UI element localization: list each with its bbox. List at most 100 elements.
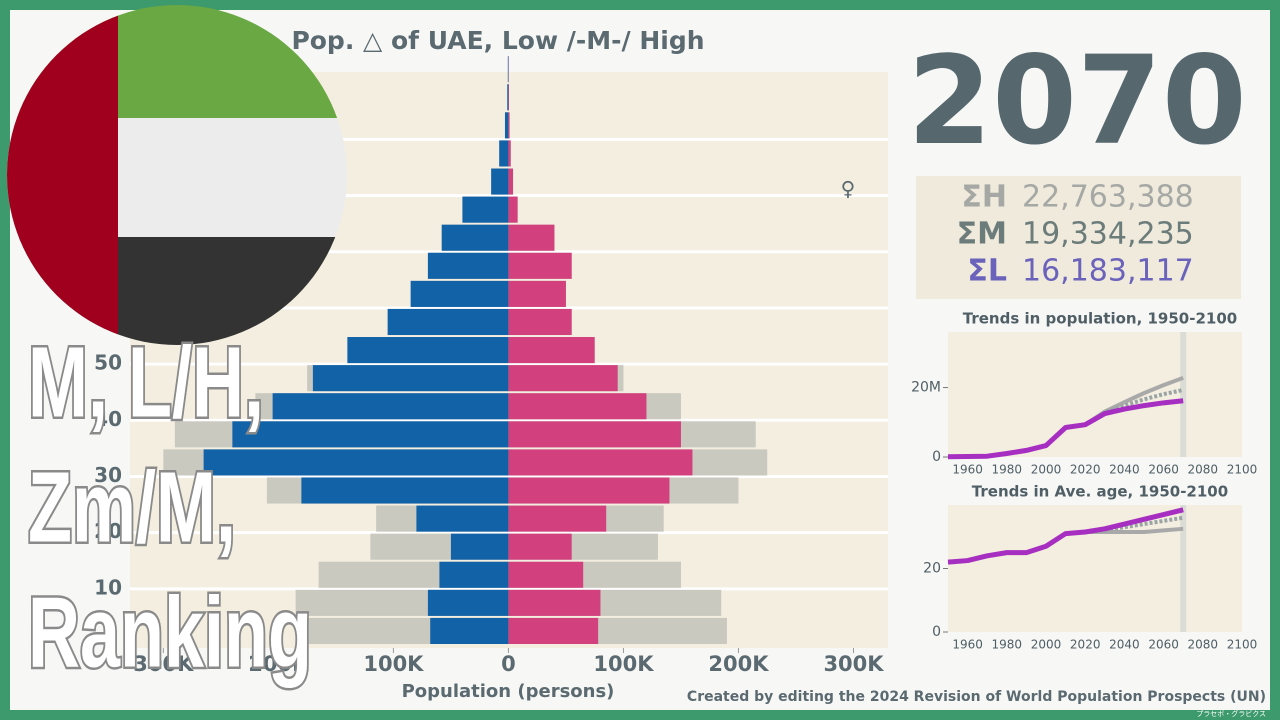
totals-box (916, 176, 1241, 299)
x-tick-label: 2100 (1227, 463, 1258, 477)
total-label: ΣH (961, 180, 1007, 215)
x-tick-label: 1960 (952, 463, 983, 477)
y-tick-label: 20 (94, 519, 122, 543)
bar (312, 365, 509, 392)
bar (439, 561, 509, 588)
x-tick-label: 2060 (1148, 463, 1179, 477)
x-tick-label: 300K (823, 652, 884, 676)
total-label: ΣL (967, 254, 1007, 289)
totals: ΣH 22,763,388 ΣM 19,334,235 ΣL 16,183,117 (957, 180, 1194, 289)
x-tick-label: 300K (133, 652, 194, 676)
bar (508, 252, 572, 279)
bar (347, 337, 509, 364)
x-tick-label: 100K (363, 652, 424, 676)
chart-title: Trends in Ave. age, 1950-2100 (972, 483, 1228, 501)
x-tick-label: 2060 (1148, 638, 1179, 652)
x-tick-label: 1980 (992, 638, 1023, 652)
x-tick-label: 2000 (1031, 463, 1062, 477)
bar (508, 224, 555, 251)
y-tick-label: 50 (94, 351, 122, 375)
x-tick-label: 200K (248, 652, 309, 676)
chart-title: Trends in population, 1950-2100 (963, 310, 1237, 328)
bar (387, 308, 509, 336)
bar (504, 112, 509, 139)
overlay-text: Ranking (28, 577, 312, 688)
total-value: 19,334,235 (1022, 217, 1194, 252)
overlay-text: Zm/M, (28, 452, 236, 563)
x-tick-label: 1960 (952, 638, 983, 652)
bar (410, 280, 509, 307)
bar (507, 84, 509, 111)
bar (427, 589, 509, 616)
bar (508, 561, 584, 588)
x-axis-label: Population (persons) (402, 681, 615, 702)
bar (462, 196, 509, 223)
bar (441, 224, 509, 251)
age-trend: Trends in Ave. age, 1950-2100 0 20 1960 1980… (923, 483, 1257, 652)
bar (301, 477, 509, 504)
x-tick-label: 2080 (1188, 463, 1219, 477)
x-tick-label: 2080 (1188, 638, 1219, 652)
bar (508, 140, 511, 167)
bar (430, 617, 509, 644)
bar (508, 617, 599, 644)
bar (416, 505, 509, 532)
bar (508, 196, 518, 223)
bar (491, 168, 509, 195)
bar (427, 252, 509, 279)
x-tick-label: 200K (708, 652, 769, 676)
bar (508, 393, 647, 420)
watermark: プラセボ・グラビクス (1196, 709, 1266, 718)
y-tick-label: 30 (94, 463, 122, 487)
overlay: M, L/H, Zm/M, Ranking (26, 325, 314, 691)
bar (508, 505, 607, 532)
y-tick-label: 10 (94, 575, 122, 599)
line (947, 507, 1184, 565)
bar (272, 393, 509, 420)
bar (508, 337, 595, 364)
plot-area (948, 505, 1242, 632)
bar (508, 112, 510, 139)
bar (508, 421, 681, 448)
total-label: ΣM (957, 217, 1007, 252)
bar (508, 168, 514, 195)
bar (508, 280, 566, 307)
year-marker (1180, 505, 1187, 632)
bar (508, 365, 618, 392)
x-tick-label: 2020 (1070, 463, 1101, 477)
x-tick-label: 2000 (1031, 638, 1062, 652)
female-symbol: ♀ (841, 177, 856, 201)
total-value: 16,183,117 (1022, 254, 1194, 289)
year: 2070 (907, 30, 1247, 172)
population-trend: Trends in population, 1950-2100 0 20M 1960 1… (911, 310, 1257, 477)
x-tick-label: 2020 (1070, 638, 1101, 652)
bar (508, 84, 509, 111)
bar (203, 449, 509, 476)
bar (508, 449, 693, 476)
credit: Created by editing the 2024 Revision of … (687, 689, 1266, 705)
overlay-text: M, L/H, (28, 327, 264, 438)
plot-area (948, 332, 1242, 457)
bar (450, 533, 509, 560)
bar (508, 308, 572, 336)
bar (508, 533, 572, 560)
x-tick-label: 100K (593, 652, 654, 676)
x-tick-label: 2040 (1109, 638, 1140, 652)
bar (499, 140, 509, 167)
y-tick-label: 20M (911, 380, 941, 396)
line (947, 398, 1184, 460)
y-tick-label: 0 (932, 449, 941, 465)
total-value: 22,763,388 (1022, 180, 1194, 215)
bar (508, 477, 670, 504)
y-tick-label: 40 (94, 407, 122, 431)
y-tick-label: 0 (932, 624, 941, 640)
year-marker (1180, 332, 1187, 457)
bar (508, 589, 601, 616)
pyramid: 102030405060708090300K200K100K0100K200K3… (94, 56, 888, 676)
x-tick-label: 2100 (1227, 638, 1258, 652)
bar (507, 56, 509, 83)
chart-title: Pop. △ of UAE, Low /-M-/ High (291, 26, 704, 55)
bar (232, 421, 509, 448)
x-tick-label: 2040 (1109, 463, 1140, 477)
